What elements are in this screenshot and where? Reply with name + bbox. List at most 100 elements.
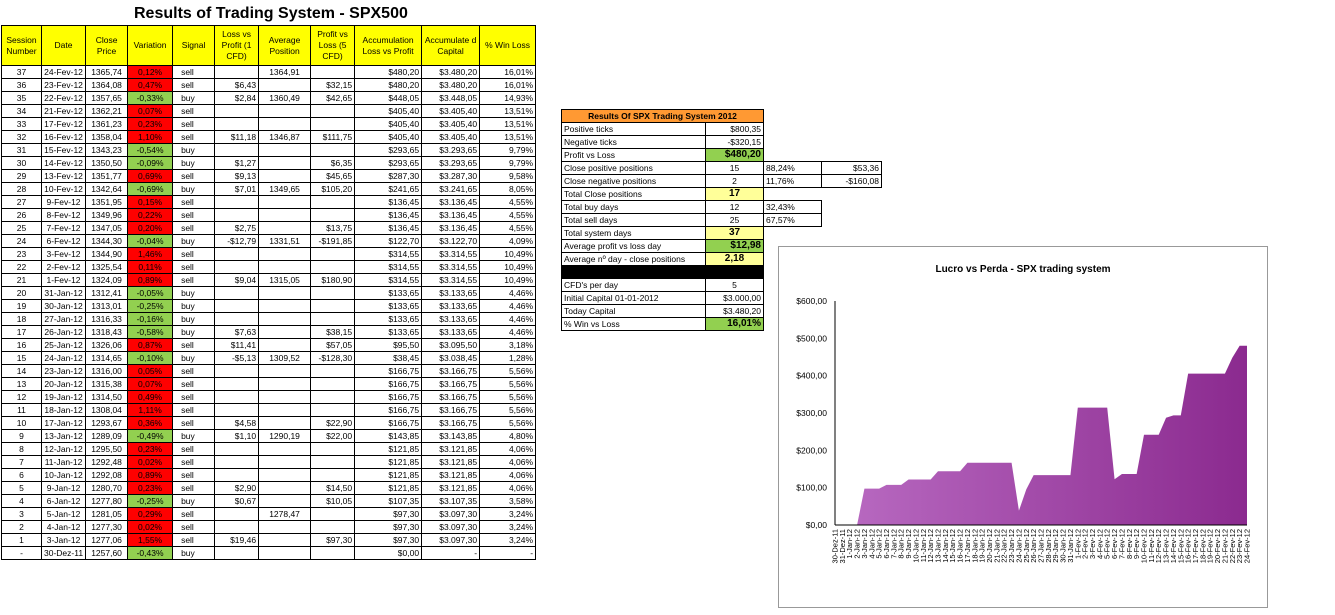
cell-date[interactable]: 10-Fev-12: [40, 182, 87, 196]
cell-acc[interactable]: $133,65: [354, 286, 423, 300]
cell-lp[interactable]: $2,75: [214, 221, 260, 235]
cell-acc[interactable]: $121,85: [354, 468, 423, 482]
cell-cap[interactable]: $3.121,85: [421, 442, 481, 456]
cell-pl[interactable]: [310, 546, 356, 560]
cell-sig[interactable]: buy: [172, 156, 216, 170]
cell-cap[interactable]: $3.314,55: [421, 247, 481, 261]
cell-close[interactable]: 1318,43: [85, 325, 129, 339]
cell-avg[interactable]: 1290,19: [258, 429, 312, 443]
cell-pl[interactable]: [310, 390, 356, 404]
cell-win[interactable]: 4,46%: [479, 325, 537, 339]
cell-win[interactable]: 13,51%: [479, 130, 537, 144]
cell-close[interactable]: 1315,38: [85, 377, 129, 391]
cell-date[interactable]: 13-Jan-12: [40, 429, 87, 443]
cell-close[interactable]: 1364,08: [85, 78, 129, 92]
cell-cap[interactable]: $3.448,05: [421, 91, 481, 105]
cell-lp[interactable]: [214, 247, 260, 261]
cell-cap[interactable]: $3.405,40: [421, 130, 481, 144]
cell-var[interactable]: 1,10%: [127, 130, 174, 144]
cell-avg[interactable]: [258, 312, 312, 326]
cell-close[interactable]: 1344,90: [85, 247, 129, 261]
cell-acc[interactable]: $122,70: [354, 234, 423, 248]
cell-lp[interactable]: [214, 546, 260, 560]
cell-close[interactable]: 1277,06: [85, 533, 129, 547]
cell-close[interactable]: 1324,09: [85, 273, 129, 287]
cell-cap[interactable]: $3.097,30: [421, 533, 481, 547]
cell-pl[interactable]: -$191,85: [310, 234, 356, 248]
cell-acc[interactable]: $0,00: [354, 546, 423, 560]
cell-win[interactable]: 4,06%: [479, 481, 537, 495]
cell-pl[interactable]: [310, 104, 356, 118]
cell-date[interactable]: 26-Jan-12: [40, 325, 87, 339]
cell-win[interactable]: 10,49%: [479, 247, 537, 261]
cell-date[interactable]: 7-Fev-12: [40, 221, 87, 235]
cell-cap[interactable]: $3.038,45: [421, 351, 481, 365]
cell-cap[interactable]: $3.133,65: [421, 325, 481, 339]
cell-acc[interactable]: $121,85: [354, 442, 423, 456]
cell-acc[interactable]: $314,55: [354, 273, 423, 287]
cell-sig[interactable]: sell: [172, 468, 216, 482]
cell-var[interactable]: -0,69%: [127, 182, 174, 196]
cell-var[interactable]: 1,55%: [127, 533, 174, 547]
cell-date[interactable]: 27-Jan-12: [40, 312, 87, 326]
cell-sig[interactable]: sell: [172, 442, 216, 456]
cell-pl[interactable]: $32,15: [310, 78, 356, 92]
cell-pl[interactable]: $14,50: [310, 481, 356, 495]
cell-avg[interactable]: [258, 117, 312, 131]
cell-var[interactable]: 0,20%: [127, 221, 174, 235]
cell-avg[interactable]: [258, 533, 312, 547]
cell-acc[interactable]: $166,75: [354, 390, 423, 404]
cell-sig[interactable]: sell: [172, 169, 216, 183]
cell-pl[interactable]: [310, 195, 356, 209]
cell-close[interactable]: 1316,00: [85, 364, 129, 378]
cell-n[interactable]: 22: [1, 260, 42, 274]
cell-close[interactable]: 1313,01: [85, 299, 129, 313]
cell-sig[interactable]: sell: [172, 260, 216, 274]
cell-date[interactable]: 1-Fev-12: [40, 273, 87, 287]
cell-pl[interactable]: $45,65: [310, 169, 356, 183]
cell-var[interactable]: 0,12%: [127, 65, 174, 79]
cell-var[interactable]: 0,15%: [127, 195, 174, 209]
cell-n[interactable]: 28: [1, 182, 42, 196]
cell-n[interactable]: 3: [1, 507, 42, 521]
cell-var[interactable]: 0,69%: [127, 169, 174, 183]
summary-value[interactable]: 17: [705, 187, 764, 201]
cell-avg[interactable]: [258, 390, 312, 404]
cell-close[interactable]: 1292,48: [85, 455, 129, 469]
summary-value[interactable]: 2,18: [705, 252, 764, 266]
cell-lp[interactable]: [214, 208, 260, 222]
cell-win[interactable]: 3,58%: [479, 494, 537, 508]
cell-close[interactable]: 1351,95: [85, 195, 129, 209]
summary-value[interactable]: 15: [705, 161, 764, 175]
cell-date[interactable]: 6-Jan-12: [40, 494, 87, 508]
summary-value[interactable]: $480,20: [705, 148, 764, 162]
cell-acc[interactable]: $166,75: [354, 364, 423, 378]
cell-avg[interactable]: [258, 299, 312, 313]
cell-acc[interactable]: $480,20: [354, 78, 423, 92]
cell-n[interactable]: 29: [1, 169, 42, 183]
cell-n[interactable]: 9: [1, 429, 42, 443]
summary-value[interactable]: 37: [705, 226, 764, 240]
cell-win[interactable]: 9,58%: [479, 169, 537, 183]
cell-date[interactable]: 19-Jan-12: [40, 390, 87, 404]
cell-n[interactable]: 11: [1, 403, 42, 417]
cell-sig[interactable]: sell: [172, 65, 216, 79]
cell-avg[interactable]: [258, 364, 312, 378]
cell-cap[interactable]: $3.241,65: [421, 182, 481, 196]
cell-var[interactable]: 0,11%: [127, 260, 174, 274]
cell-n[interactable]: 20: [1, 286, 42, 300]
cell-lp[interactable]: $9,04: [214, 273, 260, 287]
cell-var[interactable]: -0,25%: [127, 494, 174, 508]
cell-close[interactable]: 1295,50: [85, 442, 129, 456]
cell-avg[interactable]: [258, 286, 312, 300]
cell-sig[interactable]: sell: [172, 221, 216, 235]
cell-close[interactable]: 1357,65: [85, 91, 129, 105]
cell-lp[interactable]: -$12,79: [214, 234, 260, 248]
cell-win[interactable]: 1,28%: [479, 351, 537, 365]
cell-win[interactable]: 9,79%: [479, 143, 537, 157]
cell-avg[interactable]: [258, 104, 312, 118]
cell-acc[interactable]: $121,85: [354, 481, 423, 495]
cell-var[interactable]: -0,43%: [127, 546, 174, 560]
cell-date[interactable]: 31-Jan-12: [40, 286, 87, 300]
cell-acc[interactable]: $95,50: [354, 338, 423, 352]
